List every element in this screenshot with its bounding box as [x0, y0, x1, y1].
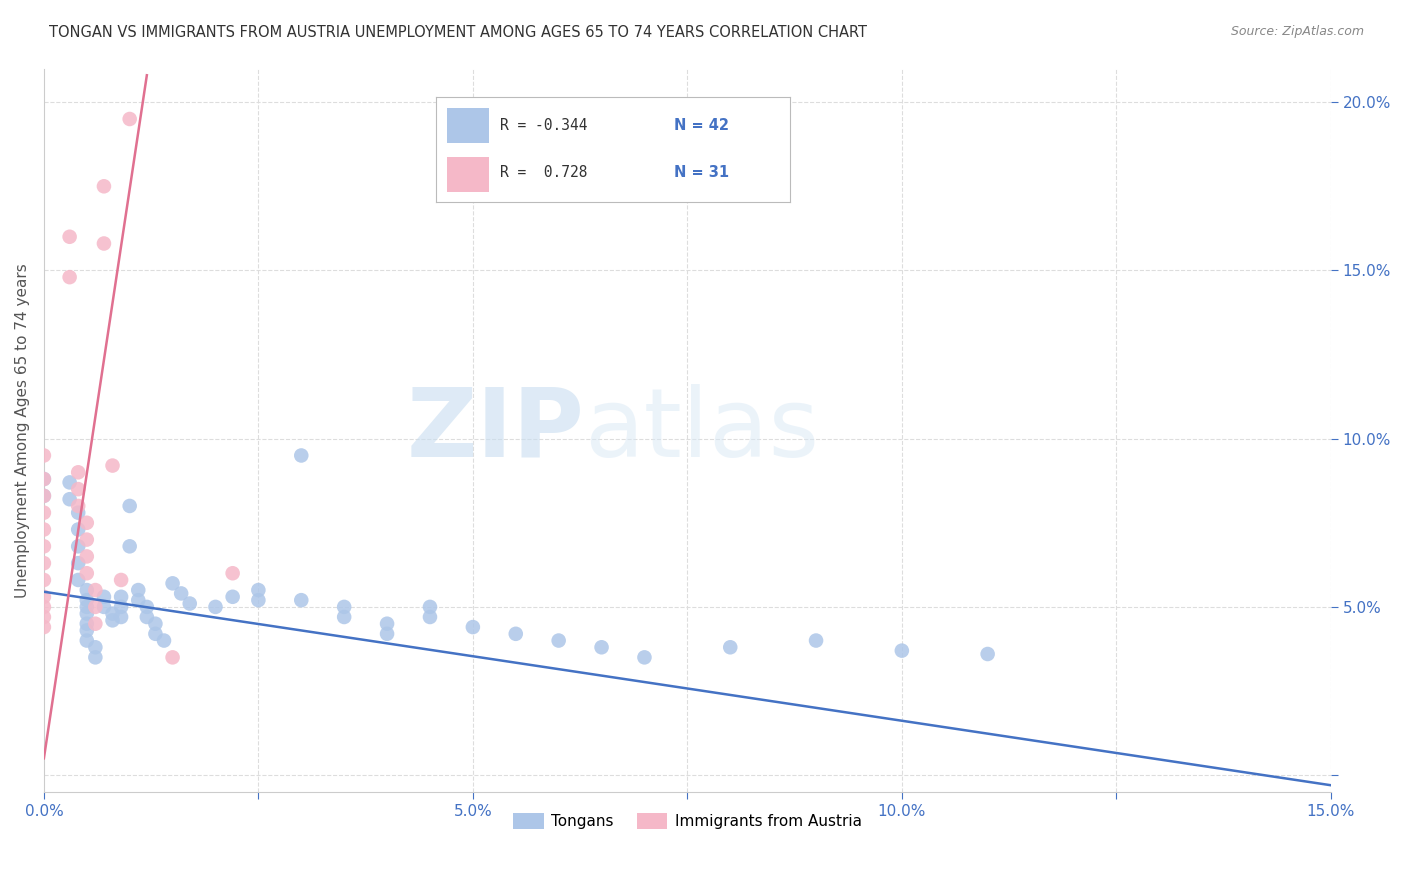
Point	[59, 475, 82, 490]
Point	[59, 229, 82, 244]
Point	[101, 458, 124, 473]
Point	[118, 539, 141, 553]
Point	[32, 489, 55, 503]
Point	[890, 643, 912, 657]
Point	[221, 590, 243, 604]
Point	[290, 593, 312, 607]
Point	[135, 610, 157, 624]
Text: atlas: atlas	[585, 384, 820, 476]
Point	[32, 449, 55, 463]
Point	[76, 516, 98, 530]
Point	[76, 593, 98, 607]
Point	[110, 573, 132, 587]
Point	[32, 472, 55, 486]
Point	[162, 576, 184, 591]
Point	[93, 236, 115, 251]
Point	[179, 597, 201, 611]
Point	[76, 549, 98, 564]
Point	[59, 270, 82, 285]
Point	[247, 593, 270, 607]
Point	[375, 627, 398, 641]
Point	[170, 586, 193, 600]
Point	[419, 599, 441, 614]
Point	[76, 566, 98, 581]
Point	[76, 533, 98, 547]
Point	[135, 599, 157, 614]
Point	[333, 599, 356, 614]
Point	[718, 640, 741, 655]
Legend: Tongans, Immigrants from Austria: Tongans, Immigrants from Austria	[506, 806, 868, 835]
Point	[101, 607, 124, 621]
Point	[32, 539, 55, 553]
Text: Source: ZipAtlas.com: Source: ZipAtlas.com	[1230, 25, 1364, 38]
Point	[84, 599, 107, 614]
Point	[804, 633, 827, 648]
Point	[76, 624, 98, 638]
Point	[461, 620, 484, 634]
Point	[93, 179, 115, 194]
Point	[84, 583, 107, 598]
Point	[32, 472, 55, 486]
Point	[247, 583, 270, 598]
Point	[32, 610, 55, 624]
Point	[153, 633, 176, 648]
Point	[67, 482, 90, 496]
Point	[127, 583, 149, 598]
Point	[32, 573, 55, 587]
Point	[76, 583, 98, 598]
Point	[505, 627, 527, 641]
Point	[32, 506, 55, 520]
Point	[204, 599, 226, 614]
Point	[67, 573, 90, 587]
Point	[118, 499, 141, 513]
Point	[67, 539, 90, 553]
Point	[591, 640, 613, 655]
Point	[84, 650, 107, 665]
Point	[221, 566, 243, 581]
Point	[67, 556, 90, 570]
Point	[59, 492, 82, 507]
Point	[32, 599, 55, 614]
Text: TONGAN VS IMMIGRANTS FROM AUSTRIA UNEMPLOYMENT AMONG AGES 65 TO 74 YEARS CORRELA: TONGAN VS IMMIGRANTS FROM AUSTRIA UNEMPL…	[49, 25, 868, 40]
Text: ZIP: ZIP	[406, 384, 585, 476]
Point	[127, 593, 149, 607]
Point	[67, 499, 90, 513]
Y-axis label: Unemployment Among Ages 65 to 74 years: Unemployment Among Ages 65 to 74 years	[15, 263, 30, 598]
Point	[101, 613, 124, 627]
Point	[419, 610, 441, 624]
Point	[145, 627, 167, 641]
Point	[67, 465, 90, 479]
Point	[76, 607, 98, 621]
Point	[375, 616, 398, 631]
Point	[976, 647, 998, 661]
Point	[145, 616, 167, 631]
Point	[32, 556, 55, 570]
Point	[118, 112, 141, 126]
Point	[93, 590, 115, 604]
Point	[333, 610, 356, 624]
Point	[84, 640, 107, 655]
Point	[67, 523, 90, 537]
Point	[110, 590, 132, 604]
Point	[32, 590, 55, 604]
Point	[76, 599, 98, 614]
Point	[67, 506, 90, 520]
Point	[84, 616, 107, 631]
Point	[290, 449, 312, 463]
Point	[32, 489, 55, 503]
Point	[32, 620, 55, 634]
Point	[547, 633, 569, 648]
Point	[76, 616, 98, 631]
Point	[162, 650, 184, 665]
Point	[32, 523, 55, 537]
Point	[93, 599, 115, 614]
Point	[110, 599, 132, 614]
Point	[633, 650, 655, 665]
Point	[110, 610, 132, 624]
Point	[76, 633, 98, 648]
